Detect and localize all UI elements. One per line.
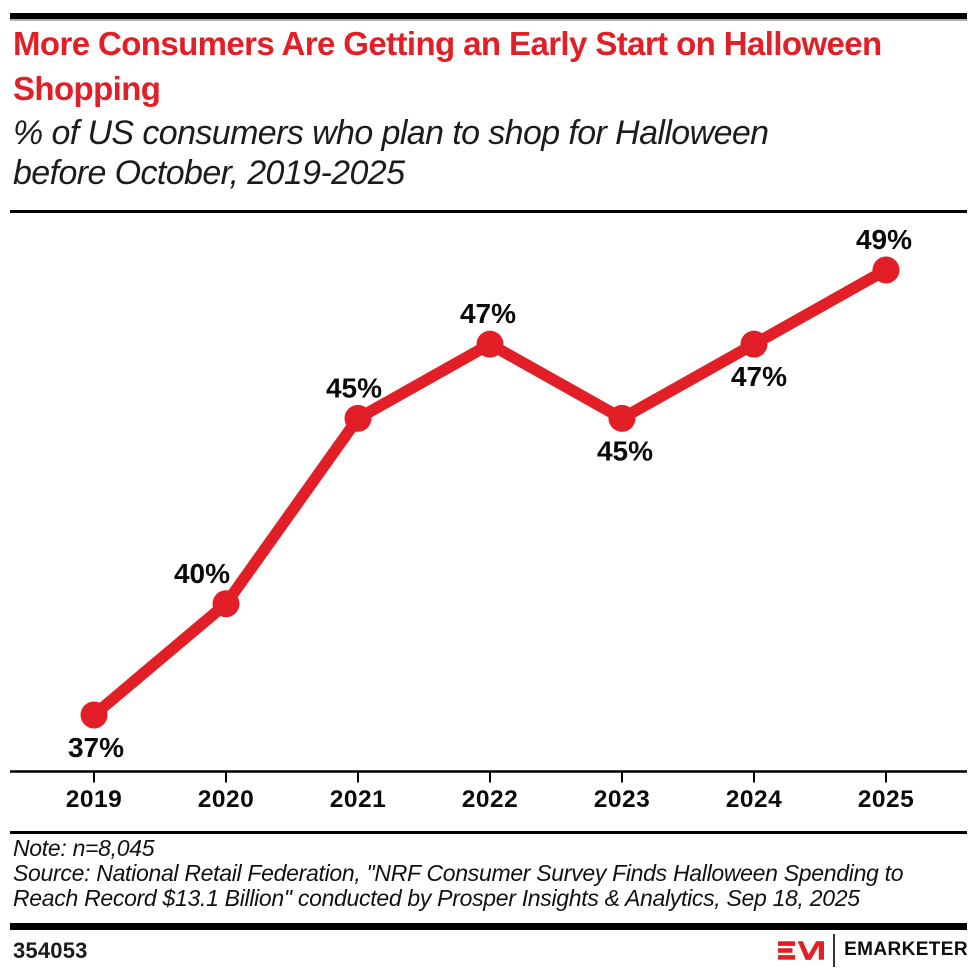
data-label-2024: 47% [731, 361, 787, 392]
line-chart: 2019 2020 2021 2022 2023 2024 2025 37% 40% 45% 47%… [10, 224, 967, 813]
x-axis-label-2019: 2019 [66, 786, 123, 813]
data-point-2022 [476, 330, 504, 358]
x-axis-label-2022: 2022 [462, 786, 519, 813]
emarketer-logo-icon [777, 940, 824, 960]
data-label-2023: 45% [597, 435, 653, 466]
data-label-2021: 45% [326, 372, 382, 403]
brand-lockup: EMARKETER [777, 933, 968, 967]
chart-source-line-1: Source: National Retail Federation, "NRF… [13, 860, 904, 886]
data-label-2022: 47% [460, 298, 516, 329]
x-axis-label-2023: 2023 [594, 786, 651, 813]
header-divider [10, 210, 967, 213]
data-point-2019 [80, 701, 108, 729]
data-point-2024 [740, 330, 768, 358]
data-point-2020 [212, 590, 240, 618]
data-label-2025: 49% [856, 224, 912, 255]
chart-title: More Consumers Are Getting an Early Star… [13, 25, 882, 107]
data-point-2023 [608, 404, 636, 432]
top-accent-bar [10, 13, 967, 19]
chart-note: Note: n=8,045 [13, 835, 155, 861]
chart-source: Source: National Retail Federation, "NRF… [13, 861, 963, 910]
x-axis-label-2021: 2021 [330, 786, 387, 813]
bottom-accent-bar [10, 923, 967, 930]
x-axis-label-2025: 2025 [858, 786, 915, 813]
brand-divider [832, 933, 836, 967]
chart-subtitle-line-2: before October, 2019-2025 [13, 154, 405, 192]
data-point-2025 [872, 256, 900, 284]
chart-id: 354053 [13, 938, 88, 963]
data-label-2019: 37% [68, 732, 124, 763]
data-label-2020: 40% [174, 558, 230, 589]
footnote-divider [10, 831, 967, 834]
chart-subtitle: % of US consumers who plan to shop for H… [13, 113, 953, 193]
data-point-2021 [344, 404, 372, 432]
x-axis-label-2024: 2024 [726, 786, 783, 813]
emarketer-wordmark: EMARKETER [844, 939, 968, 960]
x-axis-label-2020: 2020 [198, 786, 255, 813]
chart-subtitle-line-1: % of US consumers who plan to shop for H… [13, 114, 769, 152]
chart-source-line-2: Reach Record $13.1 Billion" conducted by… [13, 884, 860, 911]
